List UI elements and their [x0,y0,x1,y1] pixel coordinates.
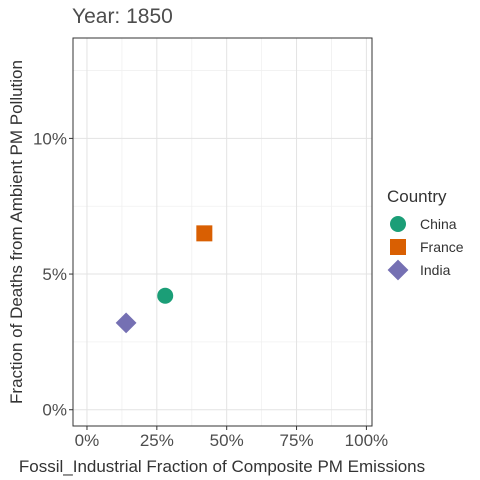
x-axis-title: Fossil_Industrial Fraction of Composite … [19,457,425,476]
y-axis: 0% 5% 10% [33,129,73,420]
x-tick-label: 100% [345,431,388,450]
legend-label-india: India [420,262,451,278]
x-tick-label: 25% [140,431,174,450]
legend-key-france [390,239,406,255]
x-tick-label: 50% [210,431,244,450]
point-france [196,225,213,242]
point-india [115,312,137,334]
legend-label-china: China [420,216,457,232]
y-tick-label: 10% [33,129,67,148]
legend-key-india [387,259,409,281]
chart-title: Year: 1850 [72,5,173,28]
plot-panel [72,37,373,427]
legend-label-france: France [420,239,464,255]
grid [73,38,372,426]
y-tick-label: 0% [42,401,67,420]
x-tick-label: 0% [75,431,100,450]
legend-title: Country [387,187,447,206]
y-axis-title: Fraction of Deaths from Ambient PM Pollu… [7,60,26,404]
x-axis: 0% 25% 50% 75% 100% [75,426,388,450]
data-points [115,225,213,334]
x-tick-label: 75% [280,431,314,450]
point-china [157,287,174,304]
legend: Country China France India [387,187,464,281]
y-tick-label: 5% [42,265,67,284]
legend-key-china [390,216,406,232]
